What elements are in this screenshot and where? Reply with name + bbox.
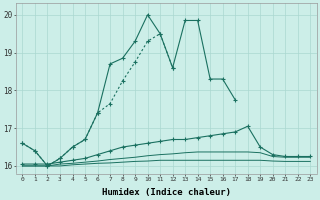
X-axis label: Humidex (Indice chaleur): Humidex (Indice chaleur) [102, 188, 231, 197]
